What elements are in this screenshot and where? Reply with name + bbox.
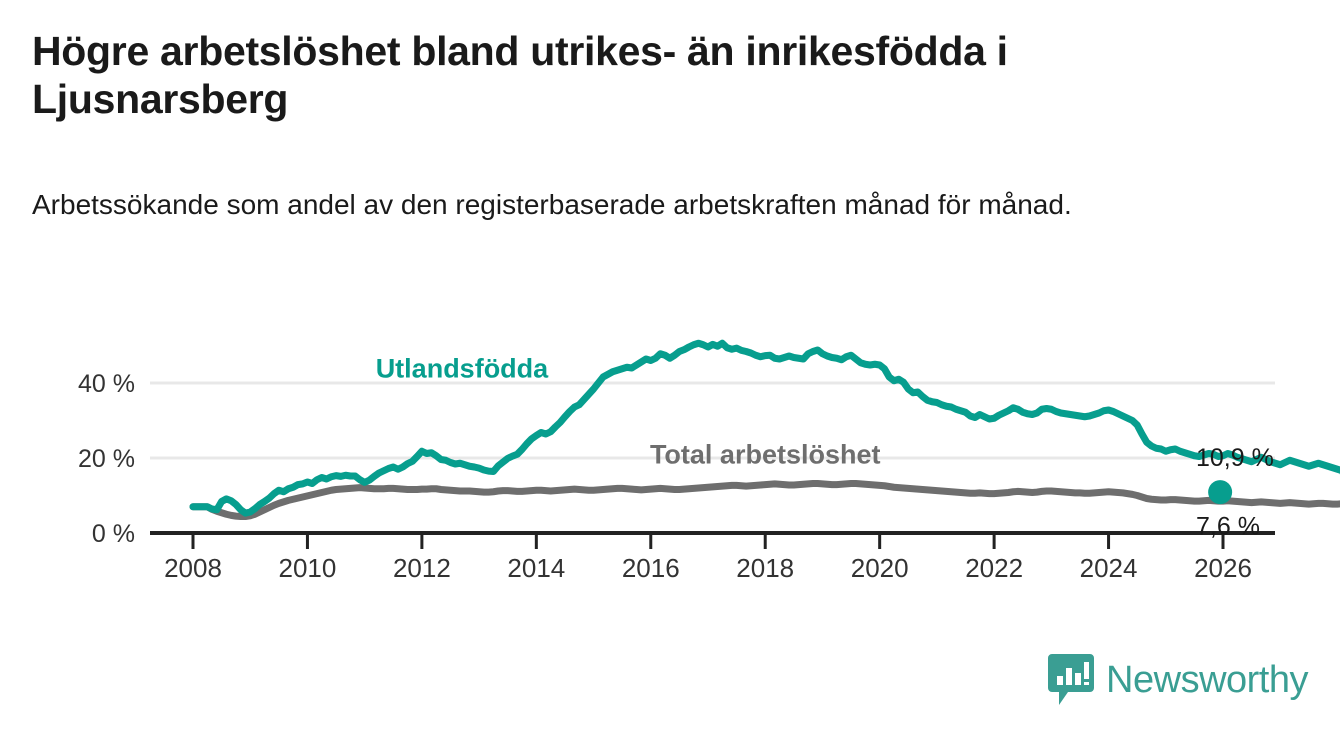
x-axis xyxy=(150,531,1275,549)
x-axis-tick-label: 2014 xyxy=(507,553,565,583)
y-axis-labels: 0 % 20 % 40 % xyxy=(78,370,135,548)
page-title: Högre arbetslöshet bland utrikes- än inr… xyxy=(32,28,1019,122)
x-axis-tick-label: 2022 xyxy=(965,553,1023,583)
series-annotations: Utlandsfödda Total arbetslöshet xyxy=(376,353,881,469)
x-axis-tick-label: 2018 xyxy=(736,553,794,583)
logo-wordmark: Newsworthy xyxy=(1106,659,1308,701)
series-annotation-label: Utlandsfödda xyxy=(376,353,549,383)
bar-chart-speech-bubble-icon xyxy=(1048,654,1095,706)
end-value-labels: 10,9 % 7,6 % xyxy=(1196,444,1274,540)
x-axis-labels: 2008 2010 2012 2014 2016 2018 2020 2022 2024 2026 xyxy=(164,553,1252,583)
x-axis-tick-label: 2010 xyxy=(279,553,337,583)
x-axis-tick-label: 2016 xyxy=(622,553,680,583)
page-subtitle: Arbetssökande som andel av den registerb… xyxy=(32,189,1072,220)
y-axis-tick-label: 0 % xyxy=(92,520,135,548)
grid-lines xyxy=(150,381,1275,460)
series-line-total-arbetslöshet xyxy=(189,480,1340,520)
end-value-label: 10,9 % xyxy=(1196,444,1274,472)
series-lines xyxy=(189,339,1340,520)
x-axis-tick-label: 2008 xyxy=(164,553,222,583)
series-annotation-label: Total arbetslöshet xyxy=(650,440,881,470)
newsworthy-logo: Newsworthy xyxy=(1048,654,1308,706)
x-axis-tick-label: 2012 xyxy=(393,553,451,583)
end-value-label: 7,6 % xyxy=(1196,513,1260,541)
x-axis-tick-label: 2024 xyxy=(1080,553,1138,583)
end-point-marker xyxy=(1208,480,1233,505)
x-axis-tick-label: 2026 xyxy=(1194,553,1252,583)
x-axis-tick-label: 2020 xyxy=(851,553,909,583)
y-axis-tick-label: 20 % xyxy=(78,445,135,473)
y-axis-tick-label: 40 % xyxy=(78,370,135,398)
series-line-utlandsfödda xyxy=(189,339,1340,517)
